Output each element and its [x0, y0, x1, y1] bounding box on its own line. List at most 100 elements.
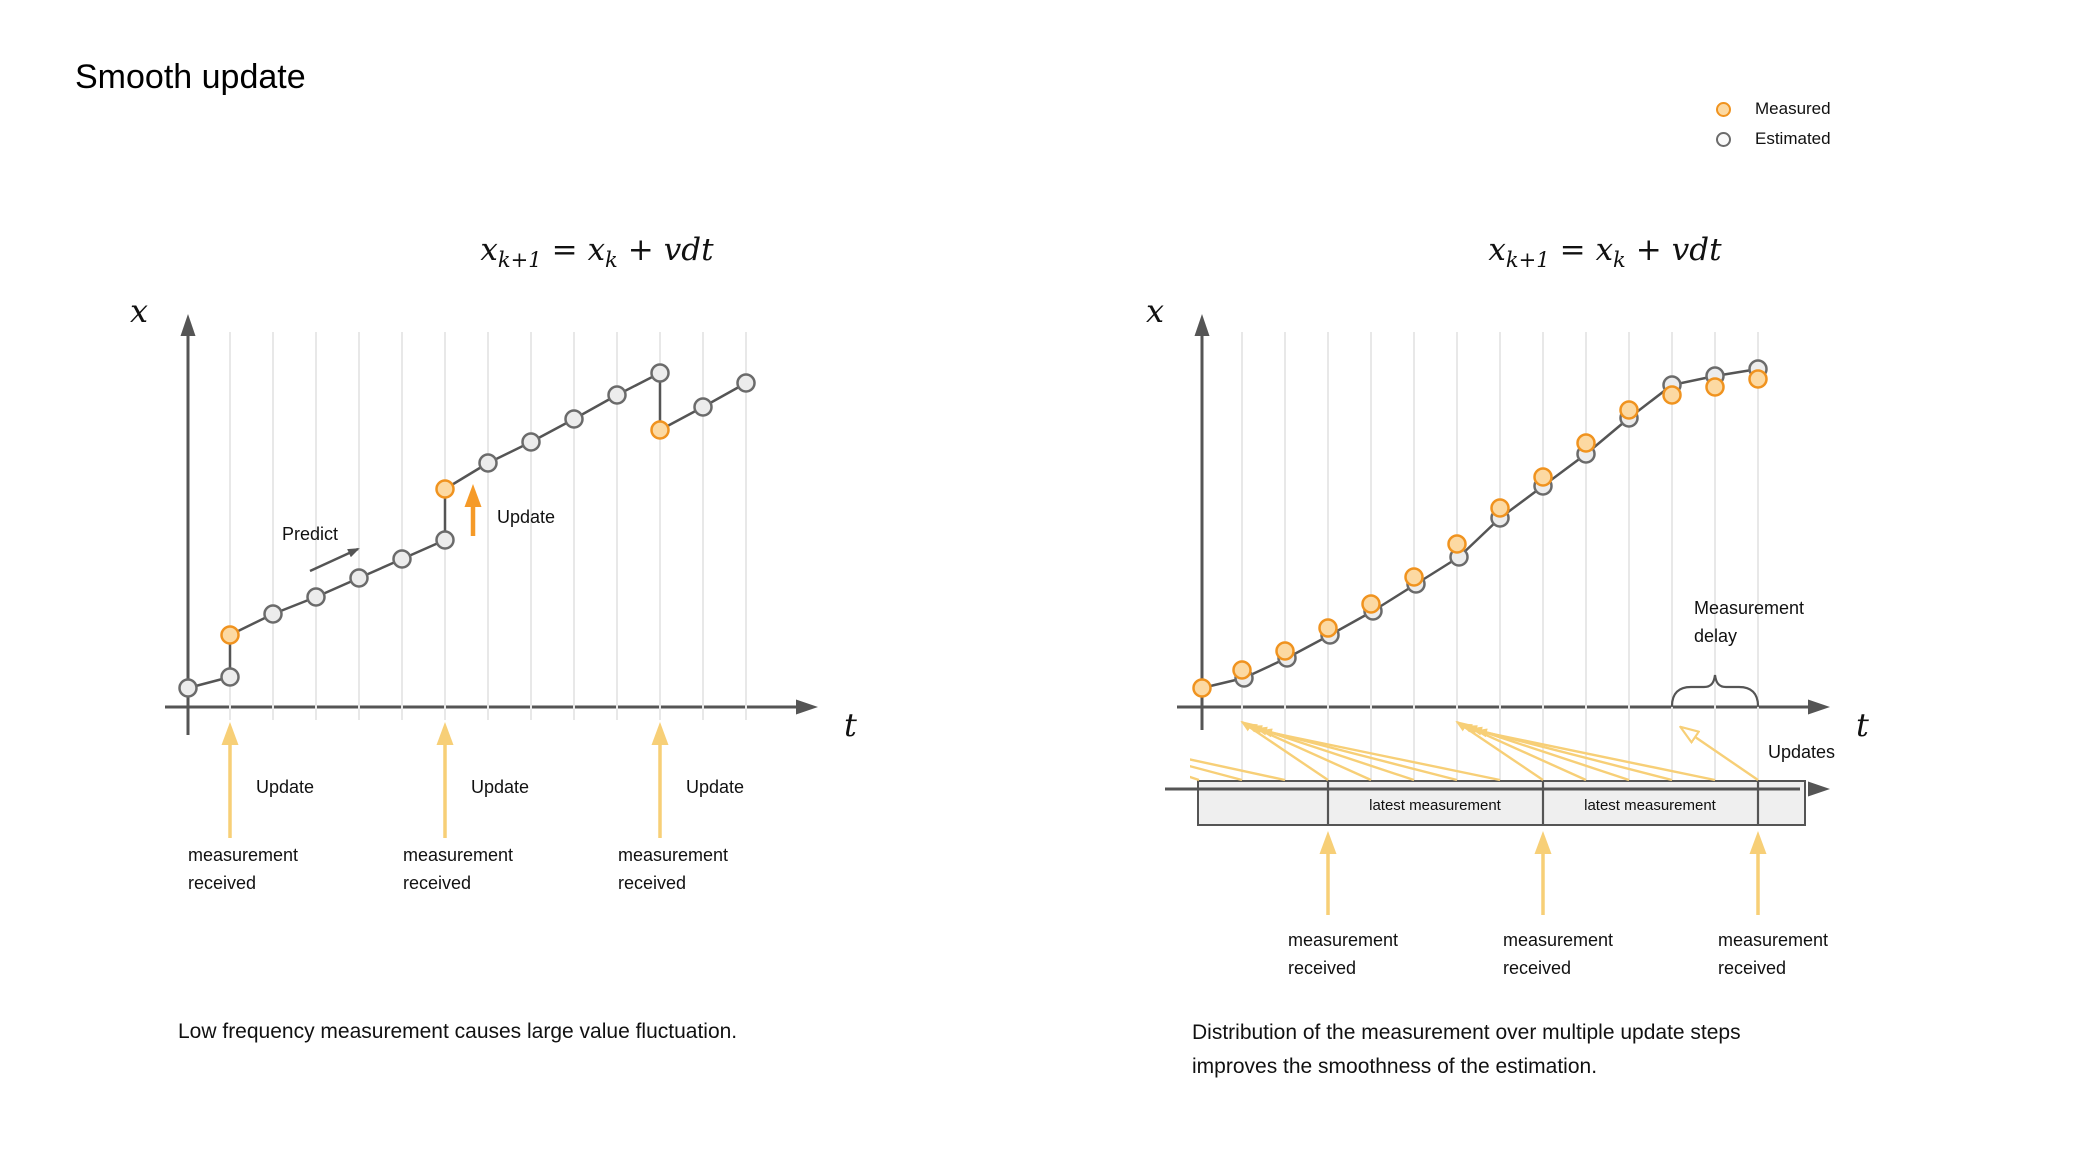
distributed-update-arrow-icon	[1260, 728, 1501, 782]
measurement-arrow-head-icon	[221, 722, 239, 745]
formula-subscript: k+1	[497, 248, 542, 273]
measurement-received-label: measurement	[1718, 930, 1828, 950]
measurement-arrow-head-icon	[1319, 831, 1337, 854]
right-chart: x t Measurement delay latest measurement late…	[1146, 292, 1869, 978]
estimated-point	[435, 530, 455, 550]
measured-point	[1576, 433, 1596, 453]
measured-point	[1404, 567, 1424, 587]
estimated-point	[263, 604, 283, 624]
measured-point	[1318, 618, 1338, 638]
formula-velocity-term: vdt	[1671, 232, 1722, 268]
measurement-delay-label: Measurement	[1694, 598, 1804, 618]
measurement-arrow-head-icon	[1534, 831, 1552, 854]
formula-velocity-term: vdt	[663, 232, 714, 268]
estimated-point	[349, 568, 369, 588]
pending-update-arrow-icon	[1682, 728, 1759, 781]
measurement-received-label: measurement	[618, 845, 728, 865]
formula-var: x	[1488, 232, 1506, 268]
formula-subscript: k	[1613, 248, 1626, 273]
measurement-received-label: measurement	[403, 845, 513, 865]
legend-label-estimated: Estimated	[1755, 129, 1831, 148]
measured-point-icon	[1716, 101, 1731, 117]
x-axis-arrowhead-icon	[180, 314, 196, 336]
estimated-point	[650, 363, 670, 383]
t-axis-label: t	[844, 706, 857, 744]
distributed-update-arrow-icon	[1190, 775, 1200, 782]
measurement-received-label: received	[1718, 958, 1786, 978]
estimated-point-icon	[1716, 131, 1731, 147]
measured-point	[650, 420, 670, 440]
estimated-point	[521, 432, 541, 452]
update-below-label: Update	[256, 777, 314, 797]
measurement-received-label: received	[618, 873, 686, 893]
left-chart: x t Predict Update Update measurement received…	[130, 292, 857, 893]
measured-point	[1748, 369, 1768, 389]
measurement-arrow-head-icon	[651, 722, 669, 745]
predict-label: Predict	[282, 524, 338, 544]
x-axis-label: x	[130, 292, 148, 330]
update-arrow-head-icon	[464, 484, 482, 507]
distributed-update-arrow-icon	[1190, 764, 1243, 782]
distributed-update-arrow-icon	[1190, 758, 1286, 782]
measured-point	[1192, 678, 1212, 698]
updates-label: Updates	[1768, 742, 1835, 762]
measured-point	[1662, 385, 1682, 405]
formula-subscript: k+1	[1505, 248, 1550, 273]
measurement-received-label: received	[403, 873, 471, 893]
measurement-received-label: measurement	[188, 845, 298, 865]
measured-point	[1705, 377, 1725, 397]
x-axis-label: x	[1146, 292, 1164, 330]
estimated-point	[392, 549, 412, 569]
measured-point	[1490, 498, 1510, 518]
measured-point	[220, 625, 240, 645]
measured-point	[1361, 594, 1381, 614]
legend-item-measured: Measured	[1716, 94, 1831, 124]
formula-var: x	[587, 232, 606, 268]
formula-plus: +	[1635, 232, 1662, 268]
formula-var: x	[1595, 232, 1614, 268]
formula-equals: =	[551, 232, 578, 268]
x-axis-arrowhead-icon	[1194, 314, 1210, 336]
update-below-label: Update	[471, 777, 529, 797]
latest-measurement-label: latest measurement	[1584, 797, 1717, 814]
estimated-point	[693, 397, 713, 417]
t-axis-arrowhead-icon	[1808, 699, 1830, 715]
legend: Measured Estimated	[1716, 94, 1831, 154]
formula-equals: =	[1559, 232, 1586, 268]
estimated-point	[478, 453, 498, 473]
measured-point	[435, 479, 455, 499]
t-axis-arrowhead-icon	[796, 699, 818, 715]
measured-point	[1232, 660, 1252, 680]
measurement-delay-brace-icon	[1670, 674, 1760, 708]
caption-left: Low frequency measurement causes large v…	[178, 1020, 738, 1043]
legend-label-measured: Measured	[1755, 99, 1831, 118]
update-below-label: Update	[686, 777, 744, 797]
formula-left: xk+1 = xk + vdt	[480, 232, 713, 272]
update-label: Update	[497, 507, 555, 527]
measurement-received-label: received	[1288, 958, 1356, 978]
estimated-point	[178, 678, 198, 698]
estimated-point	[607, 385, 627, 405]
page-title: Smooth update	[75, 58, 306, 96]
measured-point	[1619, 400, 1639, 420]
measured-point	[1275, 641, 1295, 661]
measured-point	[1533, 467, 1553, 487]
estimated-point	[736, 373, 756, 393]
t-axis-label: t	[1856, 706, 1869, 744]
measurement-received-label: received	[188, 873, 256, 893]
latest-measurement-label: latest measurement	[1369, 797, 1502, 814]
distributed-update-arrow-icon	[1475, 728, 1716, 782]
caption-right: Distribution of the measurement over mul…	[1192, 1016, 1741, 1084]
caption-right-line2: improves the smoothness of the estimatio…	[1192, 1055, 1598, 1078]
measurement-arrow-head-icon	[1749, 831, 1767, 854]
estimated-point	[306, 587, 326, 607]
predict-arrow-icon	[309, 547, 360, 573]
formula-right: xk+1 = xk + vdt	[1488, 232, 1721, 272]
caption-right-line1: Distribution of the measurement over mul…	[1192, 1021, 1741, 1044]
measurement-received-label: measurement	[1288, 930, 1398, 950]
formula-plus: +	[627, 232, 654, 268]
legend-item-estimated: Estimated	[1716, 124, 1831, 154]
measurement-arrow-head-icon	[436, 722, 454, 745]
